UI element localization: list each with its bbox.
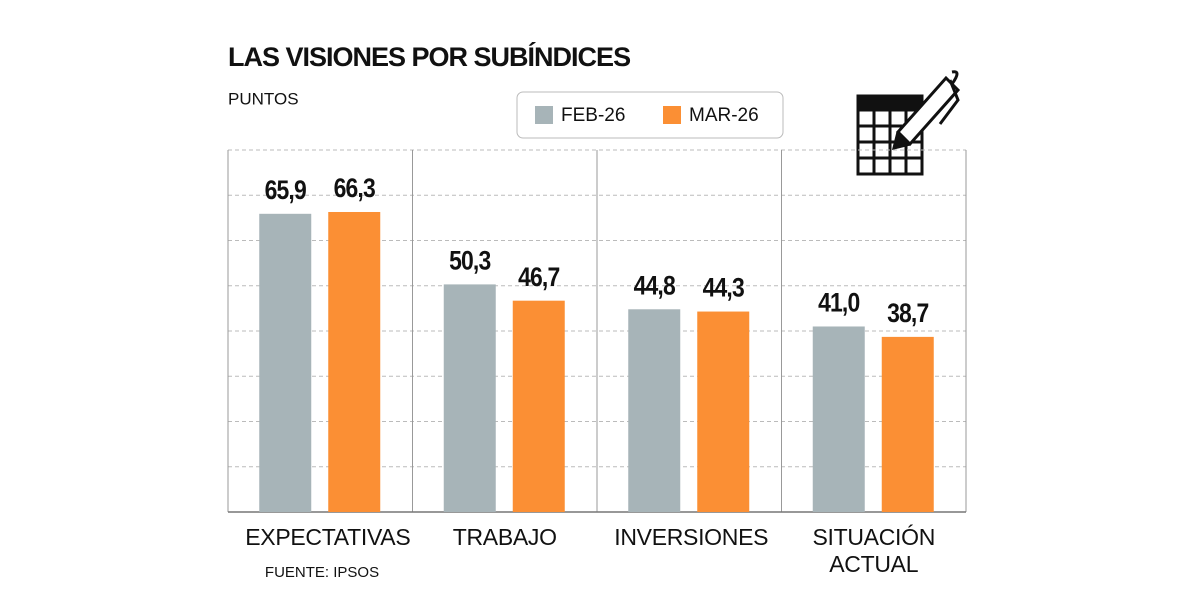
legend-swatch: [535, 106, 553, 124]
chart-subtitle: PUNTOS: [228, 89, 299, 108]
legend-label: FEB-26: [561, 105, 625, 126]
bar: [881, 336, 934, 512]
value-label: 50,3: [449, 246, 491, 276]
legend-box: [516, 91, 784, 139]
bar: [812, 326, 865, 512]
legend-label: MAR-26: [689, 105, 759, 126]
value-label: 44,3: [703, 273, 745, 303]
bar: [697, 311, 750, 512]
chart-title: LAS VISIONES POR SUBÍNDICES: [228, 41, 630, 72]
bar: [512, 300, 565, 512]
source: FUENTE: IPSOS: [265, 564, 379, 581]
x-tick-label: SITUACIÓN ACTUAL: [812, 524, 936, 577]
bar: [328, 211, 381, 512]
icon: [856, 70, 961, 176]
x-tick-label: INVERSIONES: [614, 524, 769, 550]
bar: [628, 309, 681, 512]
bar: [259, 213, 312, 513]
value-label: 65,9: [265, 175, 306, 205]
x-tick-label: TRABAJO: [452, 524, 557, 550]
x-tick-label: EXPECTATIVAS: [245, 524, 411, 550]
value-label: 44,8: [634, 271, 676, 301]
value-label: 38,7: [887, 298, 928, 328]
value-label: 46,7: [518, 262, 559, 292]
legend-swatch: [663, 106, 681, 124]
value-label: 41,0: [818, 288, 859, 318]
bar: [443, 284, 496, 512]
value-label: 66,3: [334, 173, 376, 203]
